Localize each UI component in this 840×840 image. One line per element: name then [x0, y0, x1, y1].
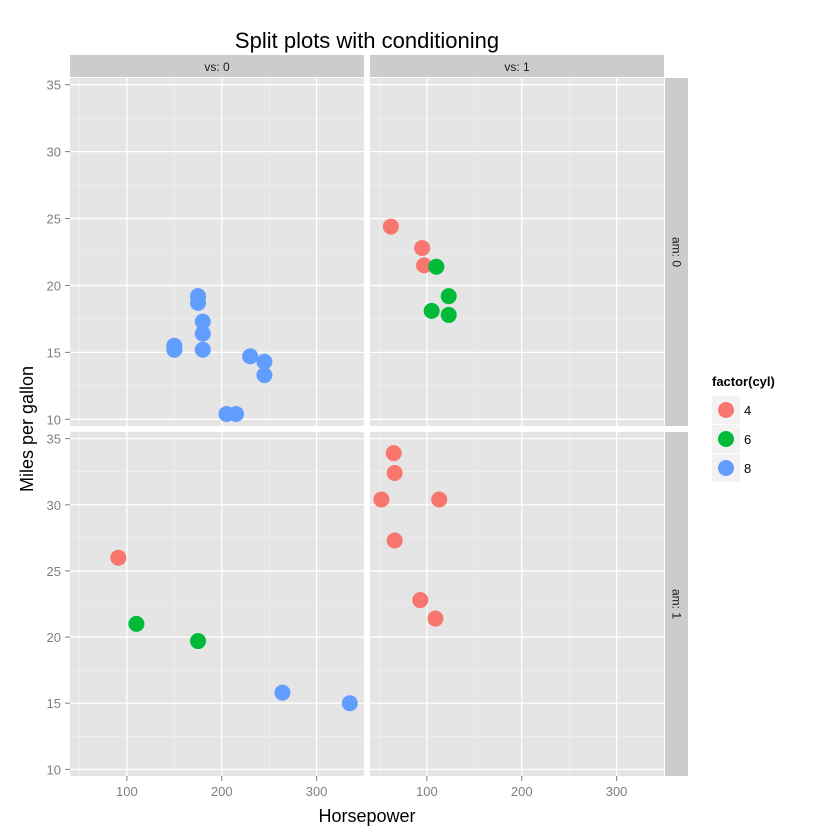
legend: factor(cyl) 4 6 8	[712, 374, 775, 482]
data-point-cyl-6	[190, 633, 207, 650]
column-strip	[370, 55, 664, 77]
panels-layer: vs: 0 vs: 1 am: 0 am: 1 10 15 20 25 30 35 10 15 20 25…	[47, 55, 688, 799]
y-axis-title: Miles per gallon	[17, 366, 37, 492]
column-strip-label: vs: 1	[504, 60, 530, 74]
legend-swatch-4	[718, 402, 734, 418]
y-tick-label: 30	[47, 498, 61, 513]
y-tick-label: 15	[47, 345, 61, 360]
legend-label: 4	[744, 403, 751, 418]
row-strip-label: am: 0	[670, 237, 684, 267]
y-tick-label: 25	[47, 212, 61, 227]
x-tick-label: 200	[511, 784, 533, 799]
data-point-cyl-6	[128, 615, 145, 632]
data-point-cyl-6	[440, 306, 457, 323]
data-point-cyl-8	[256, 353, 273, 370]
row-strip	[665, 432, 688, 776]
data-point-cyl-4	[427, 610, 444, 627]
data-point-cyl-4	[385, 445, 402, 462]
column-strip	[70, 55, 364, 77]
data-point-cyl-4	[110, 549, 127, 566]
data-point-cyl-8	[341, 695, 358, 712]
x-tick-label: 100	[116, 784, 138, 799]
y-tick-label: 20	[47, 630, 61, 645]
data-point-cyl-8	[194, 313, 211, 330]
data-point-cyl-8	[194, 325, 211, 342]
data-point-cyl-4	[382, 218, 399, 235]
data-point-cyl-8	[166, 341, 183, 358]
panel-r1-c0	[70, 432, 364, 776]
y-tick-label: 30	[47, 145, 61, 160]
row-strip	[665, 78, 688, 426]
x-tick-label: 300	[306, 784, 328, 799]
data-point-cyl-6	[440, 288, 457, 305]
data-point-cyl-8	[242, 348, 259, 365]
data-point-cyl-4	[431, 491, 448, 508]
x-tick-label: 300	[606, 784, 628, 799]
data-point-cyl-6	[423, 302, 440, 319]
y-tick-label: 35	[47, 432, 61, 447]
data-point-cyl-4	[416, 257, 433, 274]
y-tick-label: 20	[47, 278, 61, 293]
legend-swatch-6	[718, 431, 734, 447]
data-point-cyl-6	[428, 258, 445, 275]
data-point-cyl-4	[386, 532, 403, 549]
row-strip-label: am: 1	[670, 589, 684, 619]
legend-swatch-8	[718, 460, 734, 476]
y-tick-label: 10	[47, 762, 61, 777]
x-tick-label: 200	[211, 784, 233, 799]
data-point-cyl-8	[194, 341, 211, 358]
legend-label: 6	[744, 432, 751, 447]
y-tick-label: 25	[47, 564, 61, 579]
data-point-cyl-8	[190, 288, 207, 305]
x-tick-label: 100	[416, 784, 438, 799]
y-tick-label: 15	[47, 696, 61, 711]
data-point-cyl-4	[373, 491, 390, 508]
data-point-cyl-8	[274, 684, 291, 701]
y-tick-label: 35	[47, 78, 61, 93]
data-point-cyl-4	[386, 465, 403, 482]
panel-r0-c0	[70, 78, 364, 426]
data-point-cyl-8	[256, 367, 273, 384]
column-strip-label: vs: 0	[204, 60, 230, 74]
panel-r0-c1	[370, 78, 664, 426]
data-point-cyl-8	[227, 405, 244, 422]
x-axis-title: Horsepower	[318, 806, 415, 826]
data-point-cyl-4	[412, 592, 429, 609]
chart-title: Split plots with conditioning	[235, 28, 499, 53]
y-tick-label: 10	[47, 412, 61, 427]
data-point-cyl-4	[414, 239, 431, 256]
legend-title: factor(cyl)	[712, 374, 775, 389]
legend-label: 8	[744, 461, 751, 476]
